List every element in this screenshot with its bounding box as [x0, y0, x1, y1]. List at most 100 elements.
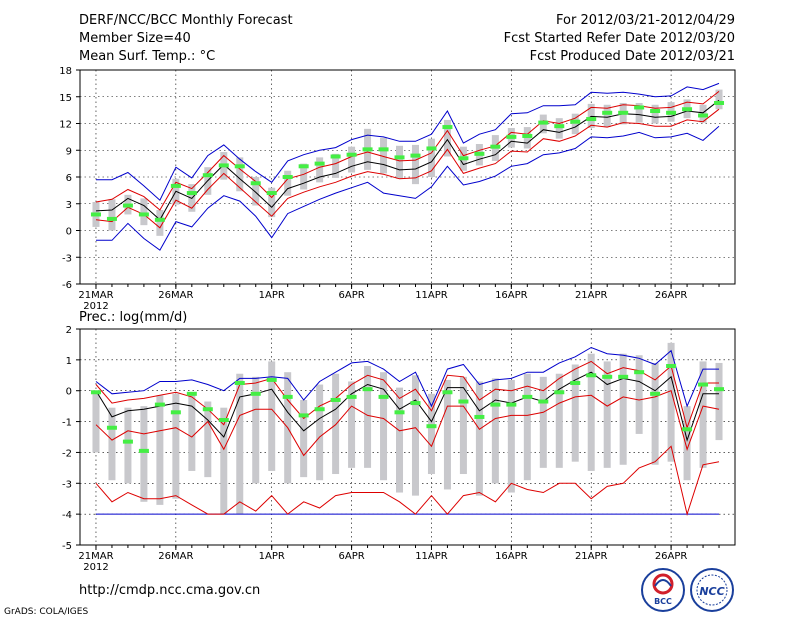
- median-marker: [474, 414, 485, 419]
- ensemble-box: [348, 381, 356, 468]
- median-marker: [378, 147, 389, 152]
- y-tick-label: 3: [66, 200, 72, 211]
- median-marker: [186, 191, 197, 196]
- precip-panel-title: Prec.: log(mm/d): [79, 310, 187, 325]
- median-marker: [282, 175, 293, 179]
- median-marker: [618, 110, 629, 115]
- ensemble-box: [380, 372, 388, 481]
- max-line: [95, 346, 719, 408]
- ensemble-box: [587, 353, 595, 471]
- median-marker: [218, 163, 229, 168]
- median-marker: [170, 410, 181, 415]
- y-tick-label: -3: [62, 253, 72, 264]
- median-marker: [250, 181, 261, 186]
- y-tick-label: -6: [62, 280, 72, 291]
- ensemble-box: [683, 406, 691, 481]
- ensemble-mean-line: [95, 371, 719, 442]
- median-marker: [506, 402, 517, 407]
- ensemble-box: [651, 362, 659, 465]
- median-marker: [346, 394, 357, 399]
- ensemble-box: [316, 384, 324, 481]
- ensemble-box: [603, 361, 611, 468]
- ncc-logo-text: NCC: [699, 585, 724, 598]
- bcc-logo: BCC: [641, 568, 685, 612]
- median-marker: [506, 134, 517, 139]
- x-tick-label: 1APR: [259, 290, 285, 301]
- source-url[interactable]: http://cmdp.ncc.cma.gov.cn: [79, 583, 260, 598]
- median-marker: [570, 381, 581, 385]
- median-marker: [362, 147, 373, 152]
- ensemble-box: [156, 395, 164, 505]
- ensemble-box: [188, 392, 196, 471]
- plot-frame: [79, 328, 736, 546]
- ensemble-box: [619, 353, 627, 465]
- ensemble-box: [539, 376, 547, 468]
- ensemble-box: [507, 379, 515, 493]
- median-marker: [426, 146, 437, 151]
- y-tick-label: 9: [66, 146, 72, 157]
- median-marker: [394, 410, 405, 415]
- ensemble-box: [475, 381, 483, 496]
- median-marker: [330, 397, 341, 402]
- ensemble-box: [635, 102, 643, 123]
- median-marker: [490, 144, 501, 149]
- x-tick-label: 21MAR: [78, 290, 113, 301]
- ensemble-box: [491, 378, 499, 484]
- fcst-produced-date: Fcst Produced Date 2012/03/21: [530, 49, 735, 64]
- ensemble-box: [252, 376, 260, 484]
- median-marker: [522, 133, 533, 138]
- ensemble-box: [699, 361, 707, 468]
- median-marker: [458, 156, 469, 161]
- median-marker: [666, 364, 677, 369]
- ensemble-box: [635, 355, 643, 434]
- upper-percentile-line: [95, 91, 720, 211]
- x-tick-label: 26MAR: [158, 551, 193, 562]
- ensemble-box: [411, 144, 419, 185]
- median-marker: [554, 390, 565, 395]
- y-tick-label: -2: [62, 448, 72, 459]
- ensemble-box: [443, 379, 451, 490]
- ensemble-box: [220, 407, 228, 515]
- median-marker: [426, 424, 437, 429]
- x-tick-label: 21APR: [575, 551, 608, 562]
- median-marker: [602, 374, 613, 379]
- forecast-period: For 2012/03/21-2012/04/29: [556, 13, 735, 28]
- ensemble-box: [300, 163, 308, 190]
- ensemble-box: [459, 376, 467, 475]
- x-tick-label: 16APR: [495, 551, 528, 562]
- x-year-label: 2012: [83, 562, 108, 573]
- ensemble-box: [443, 119, 451, 157]
- median-marker: [106, 425, 117, 430]
- y-tick-label: -1: [62, 418, 72, 429]
- ensemble-box: [284, 170, 292, 196]
- median-marker: [346, 152, 357, 157]
- median-marker: [442, 390, 453, 395]
- ensemble-box: [651, 104, 659, 124]
- median-marker: [682, 427, 693, 432]
- low-percentile-line: [95, 445, 720, 516]
- ensemble-box: [300, 399, 308, 478]
- y-tick-label: 18: [59, 66, 72, 77]
- ensemble-box: [667, 342, 675, 462]
- median-marker: [490, 402, 501, 407]
- ensemble-box: [603, 104, 611, 128]
- ensemble-box: [396, 145, 404, 179]
- median-marker: [538, 120, 549, 125]
- median-marker: [650, 109, 661, 114]
- median-marker: [314, 407, 325, 412]
- y-tick-label: -5: [62, 541, 72, 552]
- median-marker: [234, 381, 245, 385]
- median-marker: [714, 387, 725, 392]
- y-tick-label: 12: [59, 120, 72, 131]
- median-marker: [90, 390, 101, 395]
- median-marker: [586, 373, 597, 378]
- ensemble-box: [411, 375, 419, 496]
- y-tick-label: 15: [59, 93, 72, 104]
- median-marker: [634, 370, 645, 375]
- x-tick-label: 21MAR: [78, 551, 113, 562]
- median-marker: [250, 391, 261, 396]
- ensemble-box: [140, 198, 148, 226]
- ensemble-box: [348, 146, 356, 173]
